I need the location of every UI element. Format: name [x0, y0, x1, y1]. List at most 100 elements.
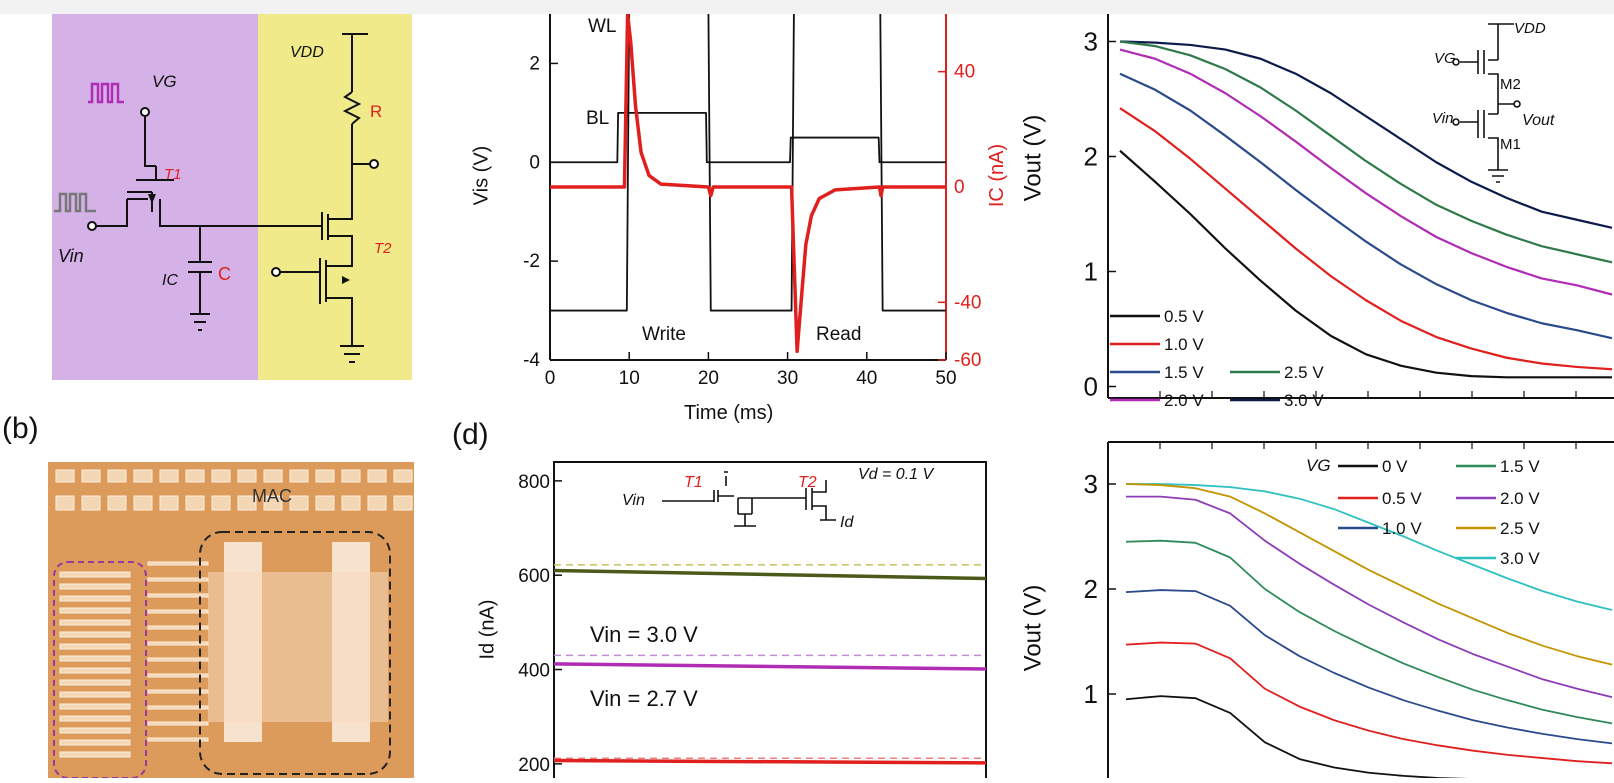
d-ylabel: Id (nA): [476, 599, 499, 660]
chip-pad: [341, 469, 361, 483]
panel-c-svg: 0 10 20 30 40 50 -4 -2 0 2 -60 -40 0 40: [523, 8, 981, 389]
f-ylabel: Vout (V): [1019, 584, 1047, 672]
c-series-bl: [550, 111, 946, 164]
chip-pad: [393, 495, 413, 511]
e-ytick-label: 0: [1084, 372, 1098, 402]
c-y2tick-label: 40: [954, 62, 975, 83]
chip-trace: [59, 667, 131, 674]
d-inset-vd: Vd = 0.1 V: [858, 466, 934, 483]
c-y2tick-label: -60: [954, 350, 981, 371]
panel-a-circuit: VG VDD R T1 T2 Vin IC C: [52, 14, 412, 380]
d-series-line-1: [553, 662, 987, 671]
d-plot-frame: [553, 461, 987, 783]
d-inset-t2: T2: [798, 474, 817, 491]
c-series-wl: [550, 8, 946, 312]
panel-b-chip-image: MAC: [48, 462, 414, 778]
e-legend-label: 0.5 V: [1164, 307, 1204, 326]
chip-trace: [59, 595, 131, 602]
c-ytick-label: -4: [523, 350, 540, 371]
chip-pad: [341, 495, 361, 511]
f-series-05V: [1125, 641, 1613, 765]
vdd-label: VDD: [290, 44, 324, 61]
chip-pad: [289, 469, 309, 483]
c-xtick-label: 50: [935, 368, 956, 389]
chip-trace: [147, 577, 209, 582]
f-legend-label: 1.5 V: [1500, 457, 1540, 476]
panel-d-svg: 200 400 600 800: [518, 461, 987, 783]
c-annotation-write: Write: [642, 324, 686, 345]
chip-trace: [59, 571, 131, 578]
chip-trace: [147, 721, 209, 726]
ic-label: IC: [162, 272, 178, 289]
f-ytick-label: 3: [1084, 469, 1098, 499]
t2-arrow: [342, 276, 350, 284]
chip-pad: [133, 469, 153, 483]
chip-pad: [367, 495, 387, 511]
gate-terminal: [271, 267, 281, 277]
e-series-15V: [1119, 72, 1613, 340]
d-ytick-label: 800: [518, 472, 550, 493]
chip-pad: [107, 495, 127, 511]
chip-pad: [263, 495, 283, 511]
chip-pad: [133, 495, 153, 511]
vg-pulse-icon: [88, 82, 124, 104]
c-xtick-label: 0: [545, 368, 556, 389]
e-inset-m2: M2: [1500, 76, 1521, 93]
c-annotation-bl: BL: [586, 108, 610, 129]
d-annotation-vin30: Vin = 3.0 V: [590, 622, 698, 647]
e-series-10V: [1119, 107, 1613, 371]
r-label: R: [370, 102, 383, 121]
chip-trace: [59, 715, 131, 722]
e-ytick-label: 1: [1084, 257, 1098, 287]
chip-pad: [237, 469, 257, 483]
e-series-30V: [1119, 40, 1613, 229]
chip-trace: [147, 737, 209, 742]
d-inset-vin: Vin: [622, 492, 645, 509]
e-ytick-label: 3: [1084, 27, 1098, 57]
chip-pad: [315, 495, 335, 511]
chip-pad: [55, 495, 75, 511]
chip-trace: [59, 631, 131, 638]
chip-trace: [59, 583, 131, 590]
chip-pad: [159, 469, 179, 483]
e-inset-vdd: VDD: [1514, 20, 1546, 37]
d-ytick-label: 200: [518, 755, 550, 776]
d-inset-t1: T1: [684, 474, 703, 491]
vg-label: VG: [152, 72, 177, 91]
c-xtick-label: 40: [856, 368, 877, 389]
vin-pulse-icon: [54, 192, 96, 213]
c-ylabel: Vis (V): [470, 145, 493, 206]
chip-layout-svg: [48, 462, 414, 778]
output-terminal: [369, 159, 379, 169]
panel-d-chart: 200 400 600 800 T1 T2 Vd = 0.1 V Vin Id Vin…: [476, 446, 996, 783]
f-legend-label: 3.0 V: [1500, 549, 1540, 568]
chip-pad: [81, 495, 101, 511]
e-inset-circuit: [1460, 23, 1514, 183]
vin-terminal: [87, 221, 97, 231]
c-ytick-label: 2: [529, 53, 540, 74]
f-legend-label: 0.5 V: [1382, 489, 1422, 508]
f-series-25V: [1125, 483, 1613, 666]
e-legend-label: 2.5 V: [1284, 363, 1324, 382]
t2-label: T2: [374, 240, 392, 257]
chip-trace: [59, 679, 131, 686]
f-ytick-label: 1: [1084, 679, 1098, 709]
circuit-wires: [92, 33, 372, 363]
chip-pad: [315, 469, 335, 483]
chip-pad: [211, 469, 231, 483]
c-annotation-read: Read: [816, 324, 862, 345]
panel-f-svg: 1 2 3 0 V 1.5 V 0.5 V 2.0 V 1.0 V 2.5 V 3.0 V: [1084, 441, 1614, 783]
e-legend-label: 1.5 V: [1164, 363, 1204, 382]
e-legend-label: 1.0 V: [1164, 335, 1204, 354]
d-ytick-label: 400: [518, 661, 550, 682]
chip-trace: [59, 607, 131, 614]
d-inset-id: Id: [840, 514, 854, 531]
e-ytick-label: 2: [1084, 142, 1098, 172]
c-y2tick-label: 0: [954, 177, 965, 198]
d-series-line-2: [553, 758, 987, 765]
f-series-15V: [1125, 539, 1613, 725]
chip-trace: [59, 691, 131, 698]
f-legend-label: 0 V: [1382, 457, 1408, 476]
f-legend-label: 1.0 V: [1382, 519, 1422, 538]
